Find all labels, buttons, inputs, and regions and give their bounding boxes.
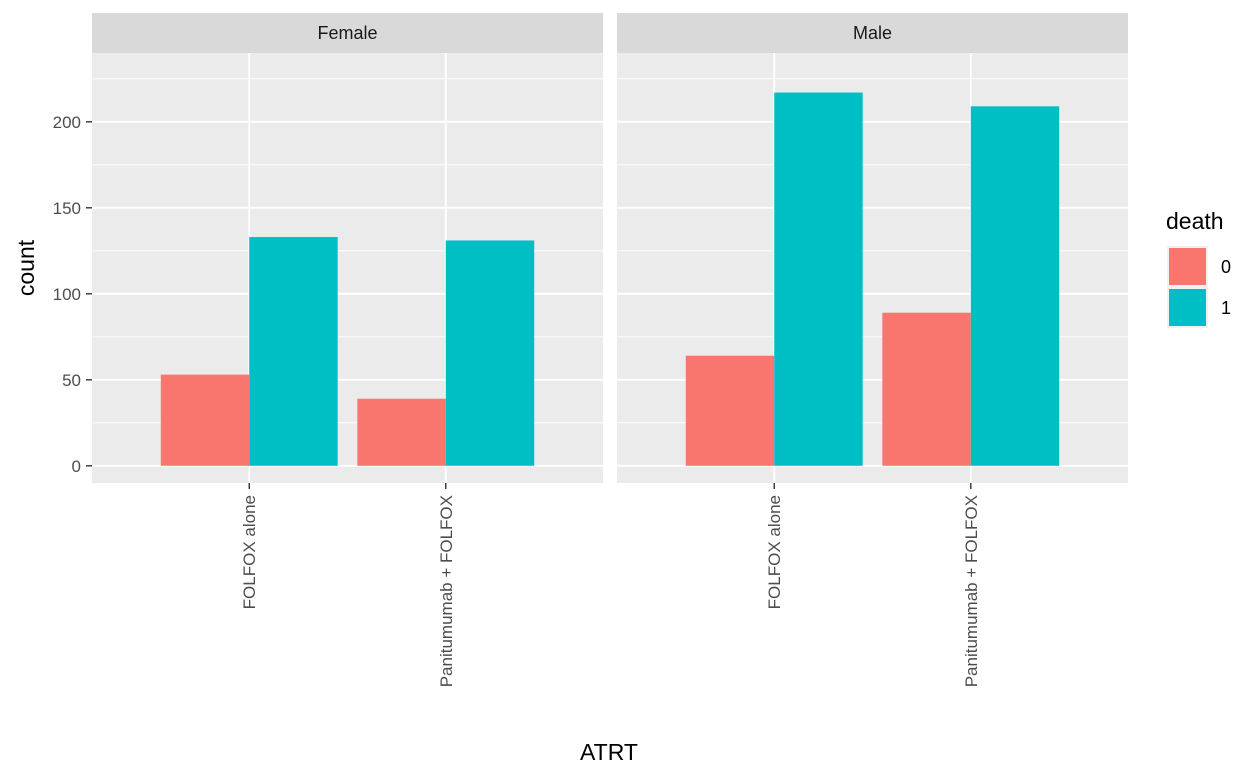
- legend-key-1: [1169, 289, 1206, 326]
- bar-female-1-death-1: [249, 237, 338, 466]
- legend: death 0 1: [1166, 208, 1231, 328]
- y-tick-label: 50: [62, 371, 81, 390]
- x-axis-title: ATRT: [580, 739, 638, 765]
- bar-female-2-death-0: [357, 398, 446, 466]
- y-tick-label: 100: [53, 285, 81, 304]
- legend-label-1: 1: [1221, 298, 1231, 318]
- facet-strip-label: Male: [853, 23, 892, 43]
- x-tick-label: Panitumumab + FOLFOX: [437, 495, 456, 687]
- x-axis: FOLFOX alone Panitumumab + FOLFOX FOLFOX a…: [240, 483, 981, 687]
- bar-male-1-death-0: [685, 355, 775, 466]
- legend-label-0: 0: [1221, 257, 1231, 277]
- facet-panels: Female Male: [92, 13, 1128, 483]
- legend-title: death: [1166, 208, 1224, 234]
- bar-female-2-death-1: [445, 240, 535, 466]
- x-tick-label: FOLFOX alone: [765, 495, 784, 609]
- facet-strip: [617, 13, 1128, 53]
- facet-strip: [92, 13, 603, 53]
- facet-panel-female: Female: [92, 13, 603, 483]
- y-axis-title: count: [13, 239, 39, 296]
- bar-female-1-death-0: [160, 374, 250, 466]
- facet-strip-label: Female: [317, 23, 377, 43]
- facet-panel-male: Male: [617, 13, 1128, 483]
- bar-male-1-death-1: [774, 92, 863, 466]
- bar-male-2-death-1: [970, 106, 1060, 466]
- x-tick-label: FOLFOX alone: [240, 495, 259, 609]
- y-axis: 0 50 100 150 200: [53, 113, 92, 476]
- y-tick-label: 0: [72, 457, 81, 476]
- bar-male-2-death-0: [882, 312, 971, 466]
- legend-key-0: [1169, 248, 1206, 285]
- x-tick-label: Panitumumab + FOLFOX: [962, 495, 981, 687]
- y-tick-label: 150: [53, 199, 81, 218]
- y-tick-label: 200: [53, 113, 81, 132]
